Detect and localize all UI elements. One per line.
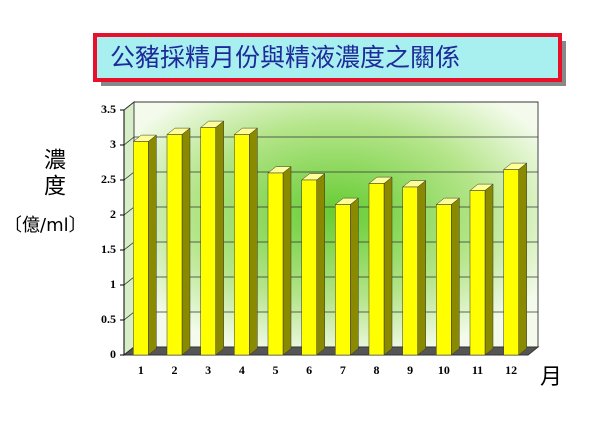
bar-side (451, 197, 460, 356)
plot: 00.511.522.533.51 2 3 4 5 6 7 8 9 10 11 12 (101, 100, 540, 377)
x-tick-label: 12 (505, 363, 517, 377)
y-tick-label: 1 (110, 277, 116, 291)
bar-side (518, 162, 527, 356)
bar-side (282, 166, 292, 356)
title-box (93, 33, 562, 82)
x-tick-label: 3 (205, 363, 211, 377)
grid-line-side (123, 346, 135, 356)
x-tick-label: 11 (472, 363, 483, 377)
y-tick-label: 1.5 (101, 242, 116, 256)
bar (335, 204, 351, 356)
y-axis-label: 濃度 (40, 148, 66, 200)
side-wall (123, 100, 135, 357)
bar (200, 127, 216, 356)
x-tick-label: 1 (138, 363, 144, 377)
y-tick-label: 3.5 (101, 102, 116, 116)
bar-side (215, 120, 224, 356)
bar (166, 134, 183, 356)
x-tick-label: 5 (273, 363, 279, 377)
x-tick-label: 6 (306, 363, 312, 377)
bar-side (181, 127, 191, 356)
grid-line-side (123, 171, 135, 181)
bar (436, 204, 452, 356)
bar (368, 183, 385, 356)
bar (301, 179, 317, 356)
bar-side (316, 173, 325, 356)
bar-side (148, 134, 157, 356)
x-tick-label: 4 (239, 363, 245, 377)
y-tick-label: 0 (110, 347, 116, 361)
x-tick-label: 2 (172, 363, 178, 377)
bar (267, 172, 284, 356)
y-tick-label: 2 (110, 207, 116, 221)
x-tick-label: 10 (438, 363, 450, 377)
bar-side (417, 180, 426, 356)
x-tick-label: 8 (374, 363, 380, 377)
bar-side (350, 197, 359, 356)
grid-line-side (123, 101, 135, 111)
y-tick-label: 0.5 (101, 312, 116, 326)
bar (234, 134, 250, 356)
grid-line-side (123, 241, 135, 251)
grid-line-side (123, 311, 135, 321)
x-axis-label: 月 (540, 365, 562, 390)
bar (469, 190, 486, 356)
bar (402, 186, 418, 356)
x-tick-label: 9 (407, 363, 413, 377)
grid-line-side (123, 276, 135, 286)
bar-side (249, 127, 258, 356)
bar (503, 169, 519, 356)
y-axis-unit: 〔億/ml〕 (4, 215, 87, 236)
x-tick-label: 7 (340, 363, 346, 377)
bar-side (484, 183, 494, 356)
y-tick-label: 2.5 (101, 172, 116, 186)
grid-line-side (123, 206, 135, 216)
grid-line-side (123, 136, 135, 146)
chart-title: 公豬採精月份與精液濃度之關係 (110, 43, 460, 72)
y-tick-label: 3 (110, 137, 116, 151)
bar-side (383, 176, 393, 356)
bar (133, 141, 149, 356)
